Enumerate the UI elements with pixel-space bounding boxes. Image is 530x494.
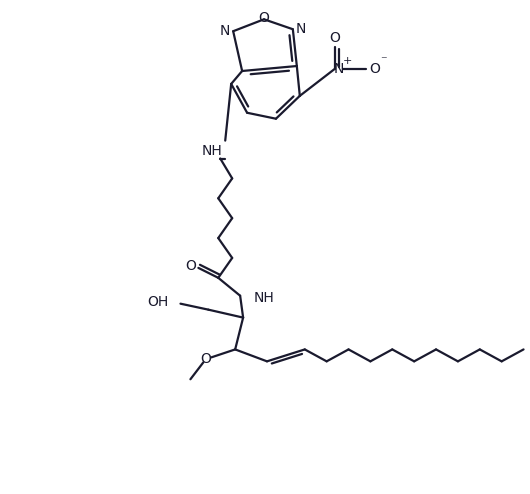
Text: NH: NH xyxy=(201,144,222,158)
Text: OH: OH xyxy=(147,295,169,309)
Text: NH: NH xyxy=(254,290,275,305)
Text: O: O xyxy=(200,352,211,367)
Text: ⁻: ⁻ xyxy=(380,54,387,68)
Text: N: N xyxy=(220,24,231,38)
Text: O: O xyxy=(185,259,196,273)
Text: N: N xyxy=(296,22,306,36)
Text: O: O xyxy=(329,31,340,45)
Text: N: N xyxy=(333,62,344,76)
Text: +: + xyxy=(343,56,352,66)
Text: O: O xyxy=(259,11,269,25)
Text: O: O xyxy=(369,62,380,76)
